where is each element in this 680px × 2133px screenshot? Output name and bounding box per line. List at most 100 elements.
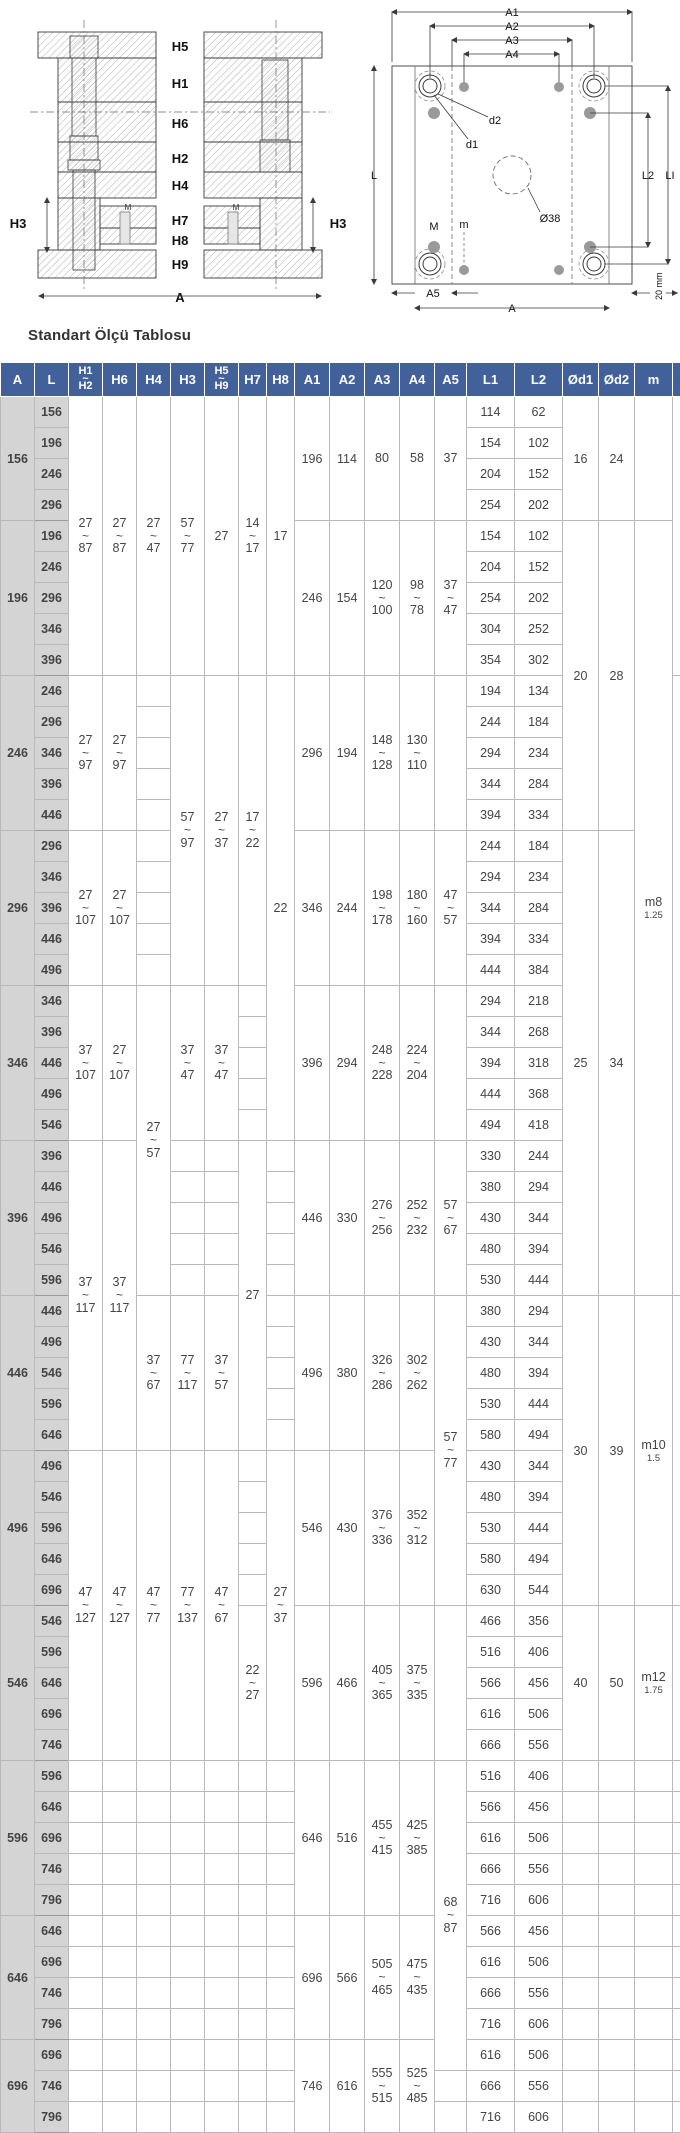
cell-h1h2 <box>69 2009 103 2040</box>
h1h2-tilde: ~ <box>69 1290 102 1301</box>
h6-min: 97 <box>103 758 136 773</box>
cell-l2: 344 <box>515 1203 563 1234</box>
cell-l2: 356 <box>515 1606 563 1637</box>
cell-h6: 37~117 <box>103 1141 137 1451</box>
col-header-h7: H7 <box>239 363 267 397</box>
col-header-a1: A1 <box>295 363 330 397</box>
cell-a2: 244 <box>330 831 365 986</box>
m-thread-size: m8 <box>635 895 672 909</box>
cell-l1: 354 <box>467 645 515 676</box>
a3-min: 286 <box>365 1378 399 1393</box>
cell-a1: 646 <box>295 1761 330 1916</box>
cell-h7 <box>239 2009 267 2040</box>
callout-dia38: Ø38 <box>540 213 561 225</box>
cell-h3 <box>171 2102 205 2133</box>
mold-cross-section-drawing: H5 H1 H6 H2 H4 H7 H8 H9 H3 H3 A M M <box>0 0 360 318</box>
cell-od2 <box>599 1916 635 1947</box>
h3-tilde: ~ <box>171 1368 204 1379</box>
cell-M-thread: M162.00 <box>673 1296 680 1606</box>
cell-h7: 17~22 <box>239 676 267 986</box>
cell-L: 596 <box>35 1389 69 1420</box>
cell-h5h9 <box>205 2009 239 2040</box>
cell-l2: 294 <box>515 1296 563 1327</box>
cell-a3: 555~515 <box>365 2040 400 2133</box>
cell-L: 796 <box>35 2009 69 2040</box>
a4-min: 262 <box>400 1378 434 1393</box>
cell-l1: 380 <box>467 1296 515 1327</box>
cell-h1h2: 47~127 <box>69 1451 103 1761</box>
col-header-m-big: M <box>673 363 680 397</box>
h5h9-tilde: ~ <box>205 825 238 836</box>
cell-h4 <box>137 2102 171 2133</box>
cell-h1h2 <box>69 1916 103 1947</box>
cell-l2: 506 <box>515 1947 563 1978</box>
col-header-od1: Ød1 <box>563 363 599 397</box>
cell-h4 <box>137 2040 171 2071</box>
cell-m-thread <box>635 1823 673 1854</box>
col-header-m-small: m <box>635 363 673 397</box>
a4-min: 160 <box>400 913 434 928</box>
a4-min: 78 <box>400 603 434 618</box>
h6-min: 87 <box>103 541 136 556</box>
cell-a4: 302~262 <box>400 1296 435 1451</box>
cell-h3 <box>171 2040 205 2071</box>
cell-m-thread <box>635 2102 673 2133</box>
cell-a5 <box>435 2071 467 2102</box>
a3-min: 178 <box>365 913 399 928</box>
cell-h7 <box>239 1978 267 2009</box>
cell-A: 446 <box>1 1296 35 1451</box>
h5h9-tilde: ~ <box>205 1368 238 1379</box>
h8-min: 37 <box>267 1611 294 1626</box>
cell-l1: 616 <box>467 1823 515 1854</box>
h5h9-max: 47 <box>205 1585 238 1600</box>
cell-a3: 326~286 <box>365 1296 400 1451</box>
h5h9-min: 67 <box>205 1611 238 1626</box>
cell-h4 <box>137 738 171 769</box>
a4-tilde: ~ <box>400 593 434 604</box>
cell-h1h2 <box>69 2102 103 2133</box>
cell-h4 <box>137 924 171 955</box>
M-thread-pitch: 1.75 <box>673 988 680 999</box>
cell-m-thread <box>635 2040 673 2071</box>
h5h9-min: 57 <box>205 1378 238 1393</box>
cell-h7: 27 <box>239 1141 267 1451</box>
cell-l1: 666 <box>467 1978 515 2009</box>
cell-A: 496 <box>1 1451 35 1606</box>
cell-od1 <box>563 1978 599 2009</box>
cell-h4: 27~47 <box>137 397 171 676</box>
cell-h8 <box>267 1234 295 1265</box>
a3-min: 465 <box>365 1983 399 1998</box>
dim-l: L <box>371 170 377 182</box>
cell-h6 <box>103 1761 137 1792</box>
cell-h7 <box>239 1048 267 1079</box>
cell-h8 <box>267 1761 295 1792</box>
dim-a4: A4 <box>505 49 518 61</box>
cell-h5h9 <box>205 1854 239 1885</box>
cell-l2: 234 <box>515 738 563 769</box>
h7-min: 27 <box>239 1688 266 1703</box>
h5h9-tilde: ~ <box>205 1058 238 1069</box>
a3-min: 415 <box>365 1843 399 1858</box>
cell-L: 596 <box>35 1265 69 1296</box>
cell-l1: 244 <box>467 707 515 738</box>
cell-h3 <box>171 1916 205 1947</box>
label-h5: H5 <box>172 39 189 54</box>
cell-h4 <box>137 831 171 862</box>
a4-max: 475 <box>400 1957 434 1972</box>
a3-tilde: ~ <box>365 903 399 914</box>
cell-L: 196 <box>35 428 69 459</box>
cell-a5: 37 <box>435 397 467 521</box>
standard-dimension-table-wrapper: A L H1 ~ H2 H6 H4 H3 H5 ~ H9 H7 <box>0 362 680 2133</box>
cell-l2: 494 <box>515 1544 563 1575</box>
h3-tilde: ~ <box>171 531 204 542</box>
cell-h5h9 <box>205 1203 239 1234</box>
col-header-h4: H4 <box>137 363 171 397</box>
M-thread-size: M20 <box>673 1670 680 1684</box>
cell-h5h9: 47~67 <box>205 1451 239 1761</box>
label-h6: H6 <box>172 116 189 131</box>
cell-od2 <box>599 1885 635 1916</box>
cell-l2: 184 <box>515 707 563 738</box>
h1h2-min: 107 <box>69 1068 102 1083</box>
cell-h7 <box>239 1451 267 1482</box>
